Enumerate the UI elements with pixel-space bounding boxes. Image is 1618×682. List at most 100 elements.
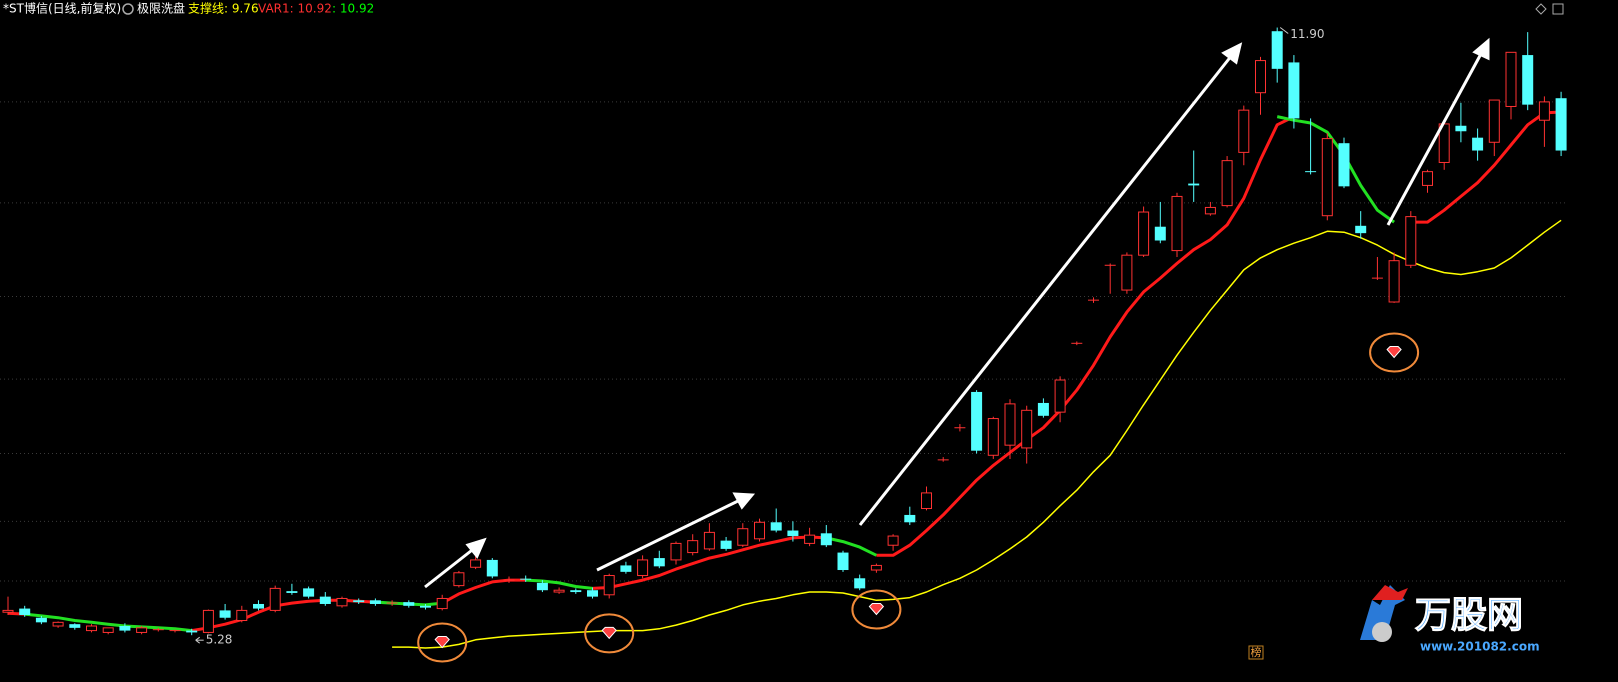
arrow (596, 498, 741, 572)
candle-body (720, 540, 732, 549)
signal-ring (417, 622, 468, 663)
signal-ring (1369, 332, 1420, 373)
candle-body (904, 514, 916, 523)
candle-body (687, 540, 699, 554)
candle-body (1238, 109, 1250, 153)
candle-body (1455, 125, 1467, 132)
grid (0, 101, 1565, 582)
low-pointer-head (195, 636, 200, 644)
candle-body (971, 391, 983, 451)
candle-body (737, 528, 749, 546)
candle-body (136, 627, 148, 633)
header-text: : 10.92 (332, 2, 374, 16)
candle-body (1037, 402, 1049, 416)
candle-body (1488, 99, 1500, 143)
candle-body (620, 565, 632, 572)
candle-body (787, 530, 799, 537)
candle-body (536, 582, 548, 591)
candle-body (303, 588, 315, 597)
candle-body (1522, 55, 1534, 105)
candle-body (1171, 195, 1183, 252)
candle-body (1154, 226, 1166, 241)
arrow (424, 545, 477, 589)
button-diamond[interactable] (1535, 3, 1547, 15)
candle-body (603, 575, 615, 596)
candle-body (186, 630, 198, 633)
candle-body (236, 609, 248, 622)
candle-body (570, 590, 582, 593)
candle-body (436, 597, 448, 610)
watermark-title: 万股网 (1415, 595, 1523, 636)
candle-body (1555, 98, 1567, 151)
candle-body (587, 590, 598, 597)
candle-body (420, 605, 431, 608)
candle-body (269, 587, 281, 611)
header-text: 支撑线: 9.76 (188, 1, 259, 16)
candle-body (1388, 260, 1400, 303)
candle-body (703, 531, 715, 550)
signal-ring (851, 589, 902, 630)
candle-body (553, 589, 565, 593)
candle-body (854, 578, 866, 589)
header-text: *ST博信(日线,前复权) (3, 1, 121, 16)
candle-body (837, 552, 849, 571)
button-square[interactable] (1552, 3, 1564, 15)
window-buttons (1535, 3, 1564, 15)
candle-body (1338, 143, 1350, 187)
candle-body (870, 564, 882, 571)
candle-body (804, 534, 816, 544)
high-label: 11.90 (1290, 27, 1324, 41)
candle-body (987, 418, 999, 456)
candle-body (69, 624, 81, 628)
candle-body (1021, 409, 1033, 449)
indicator-line (392, 219, 1562, 649)
low-label: 5.28 (206, 633, 233, 647)
candle-body (219, 610, 231, 618)
candles (2, 27, 1567, 636)
logo-arrow (1372, 585, 1408, 600)
candle-body (2, 609, 14, 613)
signal-gem (601, 626, 617, 640)
candle-body (1321, 138, 1333, 217)
candle-body (754, 521, 765, 540)
arrowhead (1221, 42, 1243, 65)
candle-body (921, 492, 932, 510)
candle-body (1255, 60, 1266, 94)
candle-body (1538, 101, 1550, 121)
candle-body (286, 591, 298, 593)
candle-body (319, 596, 331, 604)
signal-ring (584, 613, 635, 654)
candle-body (470, 559, 482, 568)
candle-body (770, 522, 782, 531)
candle-body (887, 535, 899, 546)
candle-body (653, 558, 665, 567)
candle-body (353, 600, 365, 603)
candle-body (52, 621, 64, 627)
indicator-line (7, 110, 1562, 633)
candle-body (403, 602, 415, 606)
badge-box (1248, 645, 1264, 660)
candle-body (19, 608, 31, 615)
candle-body (670, 542, 682, 561)
candle-body (35, 617, 47, 623)
candle-body (1472, 137, 1484, 151)
arrow (1386, 51, 1484, 226)
arrow (858, 54, 1234, 526)
candle-body (119, 626, 131, 631)
candle-body (453, 572, 465, 587)
candle-body (1004, 403, 1016, 446)
candle-body (1054, 379, 1066, 413)
indicator-icon[interactable] (122, 3, 134, 15)
candle-body (1188, 183, 1200, 186)
signal-gem (868, 602, 885, 616)
candle-body (202, 609, 214, 633)
signal-gem (434, 636, 450, 649)
logo-coin (1372, 622, 1392, 642)
candle-body (1422, 171, 1433, 186)
arrowhead (465, 537, 487, 559)
candle-body (1138, 211, 1150, 256)
high-pointer (1279, 27, 1289, 34)
